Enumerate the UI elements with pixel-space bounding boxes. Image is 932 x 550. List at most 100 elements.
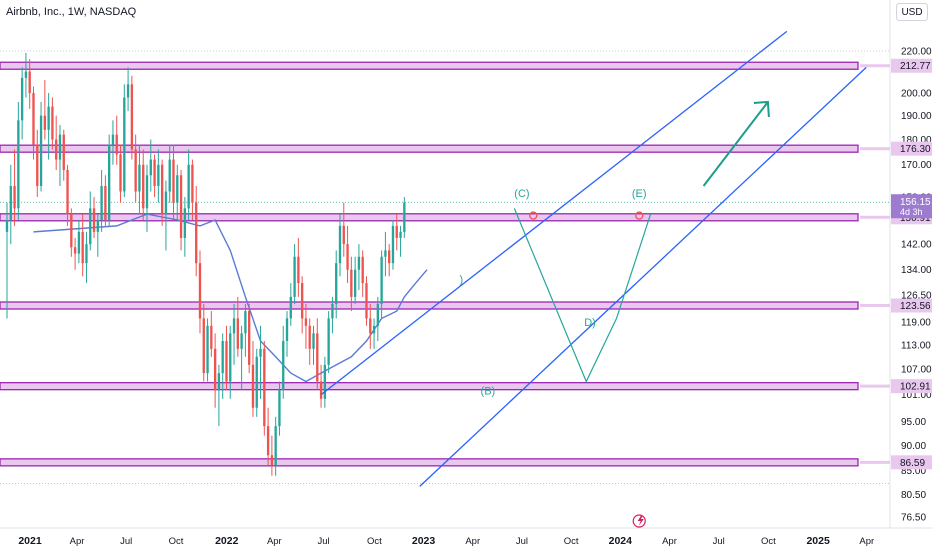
candle-body xyxy=(70,214,73,248)
candle-body xyxy=(361,256,364,284)
candle-body xyxy=(372,325,376,334)
candle-body xyxy=(55,139,58,160)
candle-body xyxy=(229,333,232,382)
price-tick-label: 85.00 xyxy=(901,466,926,477)
candle-body xyxy=(66,169,69,215)
current-price-tag xyxy=(891,194,932,219)
candle-body xyxy=(89,208,92,245)
candle-body xyxy=(81,231,84,264)
candle-body xyxy=(282,341,285,391)
lightning-bolt xyxy=(637,516,644,526)
candle-body xyxy=(160,164,164,215)
price-tick-label: 80.50 xyxy=(901,490,926,501)
support-resistance-zone xyxy=(0,144,859,153)
support-resistance-zone xyxy=(0,382,859,391)
wave-label: ) xyxy=(460,274,464,286)
price-tick-label: 190.00 xyxy=(901,111,932,122)
time-tick-label: Oct xyxy=(564,536,579,547)
time-tick-label: Apr xyxy=(70,536,85,547)
zone-price-tag xyxy=(891,141,932,156)
direction-arrow-shaft xyxy=(702,101,769,187)
candle-body xyxy=(255,356,258,408)
candle-body xyxy=(395,225,398,238)
zone-price-label: 123.56 xyxy=(900,301,931,312)
time-tick-label: 2025 xyxy=(806,535,830,547)
candle-body xyxy=(17,120,20,209)
price-tick-label: 90.00 xyxy=(901,441,926,452)
candle-body xyxy=(357,256,361,270)
signal-marker xyxy=(635,211,644,220)
time-tick-label: Apr xyxy=(465,536,480,547)
candle-body xyxy=(202,318,205,374)
candle-body xyxy=(100,186,103,220)
candle-body xyxy=(206,325,209,374)
candle-body xyxy=(350,269,353,297)
candle-body xyxy=(259,348,262,357)
candle-body xyxy=(85,244,88,264)
candle-body xyxy=(244,311,247,334)
candle-body xyxy=(376,303,380,326)
candle-body xyxy=(176,175,179,203)
zone-price-tag xyxy=(891,58,932,73)
candle-body xyxy=(96,219,99,232)
candle-body xyxy=(58,134,62,160)
symbol-title: Airbnb, Inc., 1W, NASDAQ xyxy=(6,6,137,18)
time-axis[interactable]: 2021 Apr Jul Oct 2022 Apr Jul Oct 2023 Apr Jul Oct 2… xyxy=(18,535,874,547)
time-tick-label: 2021 xyxy=(18,535,42,547)
candle-body xyxy=(47,106,50,130)
candle-body xyxy=(123,97,126,192)
candle-body xyxy=(365,283,368,319)
horizontal-zones[interactable] xyxy=(0,61,890,467)
candle-body xyxy=(145,175,149,209)
drawings[interactable]: (B) (C) (E)) D) xyxy=(320,30,867,528)
candle-body xyxy=(149,159,152,176)
candle-body xyxy=(138,164,141,192)
zone-price-tag xyxy=(891,298,932,313)
price-tick-label: 170.00 xyxy=(901,160,932,171)
candle-body xyxy=(13,186,16,209)
candle-body xyxy=(274,426,277,466)
candle-body xyxy=(179,175,183,238)
candle-body xyxy=(335,263,338,304)
time-tick-label: Jul xyxy=(120,536,132,547)
price-tick-label: 142.00 xyxy=(901,240,932,251)
candle-body xyxy=(104,186,107,220)
signal-marker xyxy=(529,211,538,220)
candle-body xyxy=(403,202,406,232)
support-resistance-zone xyxy=(0,458,859,467)
price-axis[interactable]: 220.00200.00190.00180.00170.00158.00150.… xyxy=(891,47,932,524)
price-tick-label: 107.00 xyxy=(901,364,932,375)
candle-body xyxy=(51,106,54,140)
candle-body xyxy=(20,77,24,121)
candle-body xyxy=(270,455,274,466)
currency-button[interactable]: USD xyxy=(896,3,928,21)
wave-label: D) xyxy=(584,317,596,329)
candle-body xyxy=(380,256,383,304)
candle-body xyxy=(293,256,296,297)
wave-label: (E) xyxy=(632,188,647,200)
candle-body xyxy=(111,134,115,145)
candle-body xyxy=(213,348,217,391)
candle-body xyxy=(319,381,323,399)
time-tick-label: Oct xyxy=(169,536,184,547)
candles xyxy=(5,53,406,476)
time-tick-label: 2023 xyxy=(412,535,436,547)
candle-body xyxy=(323,364,327,399)
candle-body xyxy=(77,231,81,254)
candle-body xyxy=(24,71,28,78)
candle-body xyxy=(172,159,175,203)
candle-body xyxy=(300,283,304,319)
candle-body xyxy=(134,149,137,192)
elliott-wave-path xyxy=(513,208,652,383)
candle-body xyxy=(36,144,39,187)
time-tick-label: Oct xyxy=(761,536,776,547)
candle-body xyxy=(62,134,65,170)
time-tick-label: Apr xyxy=(267,536,282,547)
wave-label: (B) xyxy=(481,385,496,397)
candle-body xyxy=(164,191,168,215)
price-tick-label: 101.00 xyxy=(901,390,932,401)
candle-body xyxy=(183,208,187,238)
time-tick-label: Jul xyxy=(713,536,725,547)
price-tick-label: 134.00 xyxy=(901,265,932,276)
